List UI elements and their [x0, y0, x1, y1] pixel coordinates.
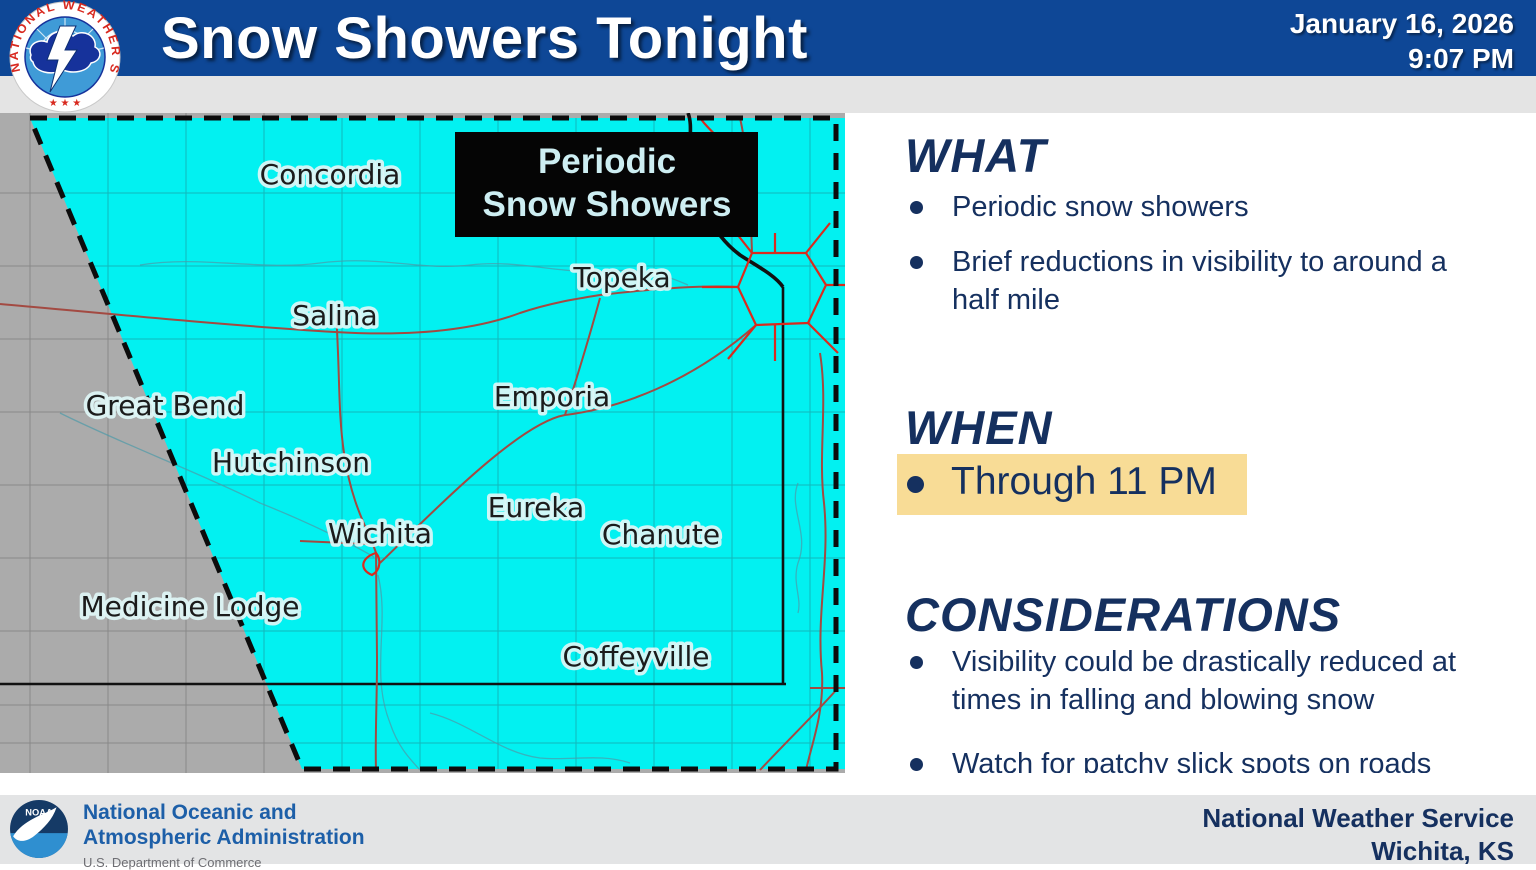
city-label: Topeka	[572, 261, 670, 294]
agency-name: National Oceanic and Atmospheric Adminis…	[83, 801, 365, 870]
when-highlight-text: Through 11 PM	[951, 460, 1217, 503]
issuing-office: National Weather Service Wichita, KS	[1202, 802, 1514, 869]
footer-bar: NOAA National Oceanic and Atmospheric Ad…	[0, 795, 1536, 870]
warning-area-dashed-border	[26, 115, 839, 772]
warning-area-map: Concordia Salina Topeka Great Bend Empor…	[0, 112, 845, 773]
city-label: Great Bend	[86, 389, 245, 422]
date-text: January 16, 2026	[1289, 8, 1514, 39]
bullet-dot	[910, 201, 923, 214]
agency-department: U.S. Department of Commerce	[83, 855, 262, 870]
river-lines	[59, 260, 803, 771]
city-label: Hutchinson	[212, 446, 370, 479]
agency-line-1: National Oceanic and	[83, 801, 297, 824]
highway-lines	[0, 117, 845, 771]
bullet-dot	[907, 476, 924, 493]
city-label: Chanute	[602, 518, 720, 551]
what-bullet-2: Brief reductions in visibility to around…	[910, 244, 1497, 320]
considerations-bullet-1: Visibility could be drastically reduced …	[910, 644, 1497, 720]
map-warned-area	[30, 118, 845, 769]
header-bar: Snow Showers Tonight January 16, 2026 9:…	[0, 0, 1536, 76]
bullet-dot	[910, 656, 923, 669]
callout-line1: Periodic	[538, 142, 676, 181]
considerations-heading: CONSIDERATIONS	[905, 588, 1342, 641]
office-line-2: Wichita, KS	[1371, 836, 1514, 867]
nws-logo-icon: NATIONAL WEATHER SERVICE ★ ★ ★	[3, 0, 121, 113]
datetime-stamp: January 16, 2026 9:07 PM	[1290, 6, 1514, 76]
footer-gap	[0, 773, 1536, 795]
when-highlight: Through 11 PM	[897, 454, 1247, 515]
when-heading: WHEN	[905, 401, 1053, 454]
info-panel: WHAT Periodic snow showers Brief reducti…	[875, 113, 1536, 795]
agency-line-2: Atmospheric Administration	[83, 825, 365, 849]
lightning-bolt-icon	[46, 25, 78, 93]
noaa-logo-text: NOAA	[25, 808, 53, 818]
city-label: Medicine Lodge	[81, 590, 300, 623]
noaa-logo-icon: NOAA	[10, 800, 68, 858]
bullet-dot	[910, 256, 923, 269]
considerations-bullet-1-text: Visibility could be drastically reduced …	[952, 646, 1457, 716]
bullet-dot	[910, 758, 923, 771]
page-title: Snow Showers Tonight	[161, 6, 808, 71]
city-label: Eureka	[488, 491, 584, 524]
time-text: 9:07 PM	[1408, 43, 1514, 74]
city-label: Emporia	[494, 380, 610, 413]
what-bullet-2-text: Brief reductions in visibility to around…	[952, 246, 1447, 316]
city-label: Salina	[292, 299, 377, 332]
city-label: Concordia	[260, 158, 401, 191]
header-divider-strip	[0, 76, 1536, 113]
city-label: Wichita	[328, 517, 432, 550]
city-label: Coffeyville	[563, 640, 710, 673]
what-bullet-1-text: Periodic snow showers	[952, 191, 1249, 223]
what-heading: WHAT	[905, 129, 1047, 182]
nws-ring-stars: ★ ★ ★	[49, 98, 81, 109]
what-bullet-1: Periodic snow showers	[910, 189, 1497, 227]
callout-line2: Snow Showers	[483, 185, 732, 224]
map-callout-box: Periodic Snow Showers	[455, 132, 758, 237]
office-line-1: National Weather Service	[1202, 803, 1514, 833]
